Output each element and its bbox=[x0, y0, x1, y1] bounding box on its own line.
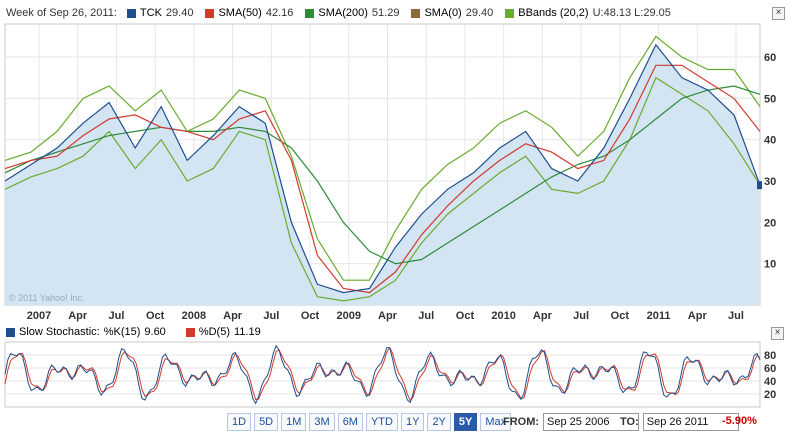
range-selector: 1D 5D 1M 3M 6M YTD 1Y 2Y 5Y Max bbox=[227, 413, 512, 431]
legend-d: %D(5) 11.19 bbox=[185, 326, 261, 338]
stoch-tick-label: 60 bbox=[764, 363, 776, 375]
x-tick-label: Apr bbox=[688, 310, 708, 322]
range-1m-button[interactable]: 1M bbox=[281, 413, 307, 431]
last-price-marker bbox=[757, 181, 762, 190]
bbands-swatch bbox=[505, 8, 515, 18]
x-tick-label: 2007 bbox=[27, 310, 51, 322]
range-5d-button[interactable]: 5D bbox=[254, 413, 279, 431]
range-max-button[interactable]: Max bbox=[480, 413, 512, 431]
d-swatch bbox=[185, 327, 195, 337]
tck-name: TCK bbox=[139, 7, 162, 19]
tck-line bbox=[4, 43, 761, 294]
y-tick-label: 50 bbox=[764, 93, 776, 105]
x-tick-label: Jul bbox=[573, 310, 589, 322]
bbands-value: U:48.13 L:29.05 bbox=[592, 7, 671, 19]
y-tick-label: 40 bbox=[764, 135, 776, 147]
range-5y-button[interactable]: 5Y bbox=[453, 413, 478, 431]
x-tick-label: Apr bbox=[533, 310, 553, 322]
y-tick-label: 10 bbox=[764, 259, 776, 271]
k-name: %K(15) bbox=[103, 326, 141, 338]
sma200-swatch bbox=[305, 8, 315, 18]
sma0-swatch bbox=[411, 8, 421, 18]
x-tick-label: Oct bbox=[301, 310, 320, 322]
range-ytd-button[interactable]: YTD bbox=[365, 413, 398, 431]
sma0-name: SMA(0) bbox=[424, 7, 462, 19]
sma50-swatch bbox=[205, 8, 215, 18]
y-tick-label: 30 bbox=[764, 176, 776, 188]
sma200-name: SMA(200) bbox=[318, 7, 368, 19]
x-tick-label: Oct bbox=[146, 310, 165, 322]
x-tick-label: Oct bbox=[611, 310, 630, 322]
x-tick-label: Jul bbox=[263, 310, 279, 322]
y-tick-label: 60 bbox=[764, 52, 776, 64]
legend-sma0: SMA(0) 29.40 bbox=[411, 7, 493, 19]
to-group: TO: Sep 26 2011 bbox=[620, 413, 739, 431]
stoch-tick-label: 80 bbox=[764, 350, 776, 362]
y-tick-label: 20 bbox=[764, 217, 776, 229]
sma0-value: 29.40 bbox=[465, 7, 494, 19]
legend-sma50: SMA(50) 42.16 bbox=[205, 7, 293, 19]
stochastic-legend: Slow Stochastic: %K(15) 9.60 %D(5) 11.19 bbox=[0, 325, 275, 339]
week-label: Week of Sep 26, 2011: bbox=[6, 7, 117, 19]
tck-swatch bbox=[126, 8, 136, 18]
legend-bbands: BBands (20,2) U:48.13 L:29.05 bbox=[505, 7, 671, 19]
x-tick-label: 2009 bbox=[337, 310, 361, 322]
from-date-input[interactable]: Sep 25 2006 bbox=[543, 413, 640, 431]
range-6m-button[interactable]: 6M bbox=[337, 413, 363, 431]
x-tick-label: 2011 bbox=[647, 310, 671, 322]
copyright-text: © 2011 Yahoo! Inc. bbox=[9, 293, 85, 303]
range-2y-button[interactable]: 2Y bbox=[427, 413, 451, 431]
tck-value: 29.40 bbox=[165, 7, 194, 19]
to-date-input[interactable]: Sep 26 2011 bbox=[642, 413, 739, 431]
d-value: 11.19 bbox=[233, 326, 261, 338]
x-tick-label: Apr bbox=[68, 310, 88, 322]
x-tick-label: 2010 bbox=[491, 310, 515, 322]
x-tick-label: Oct bbox=[456, 310, 475, 322]
price-legend: Week of Sep 26, 2011: TCK 29.40 SMA(50) … bbox=[0, 4, 770, 22]
x-tick-label: 2008 bbox=[182, 310, 206, 322]
x-tick-label: Apr bbox=[223, 310, 243, 322]
legend-k: Slow Stochastic: %K(15) 9.60 bbox=[6, 326, 166, 338]
from-group: FROM: Sep 25 2006 bbox=[503, 413, 640, 431]
k-swatch bbox=[6, 327, 15, 337]
sma50-line bbox=[4, 64, 761, 294]
stoch-title: Slow Stochastic: bbox=[19, 326, 100, 338]
d-name: %D(5) bbox=[198, 326, 230, 338]
sma200-line bbox=[4, 85, 761, 265]
bbands-name: BBands (20,2) bbox=[518, 7, 589, 19]
x-tick-label: Jul bbox=[418, 310, 434, 322]
tck-area bbox=[5, 44, 760, 305]
bband-upper-line bbox=[4, 35, 761, 281]
from-label: FROM: bbox=[503, 416, 540, 428]
x-tick-label: Apr bbox=[378, 310, 398, 322]
sma50-value: 42.16 bbox=[265, 7, 294, 19]
range-3m-button[interactable]: 3M bbox=[309, 413, 335, 431]
stochastic-plot-area bbox=[4, 341, 761, 408]
stoch-k-line bbox=[4, 344, 761, 405]
bband-lower-line bbox=[4, 76, 761, 302]
stoch-tick-label: 20 bbox=[764, 389, 776, 401]
sma200-value: 51.29 bbox=[371, 7, 400, 19]
close-price-panel-icon[interactable]: × bbox=[772, 7, 785, 20]
close-stochastic-panel-icon[interactable]: × bbox=[771, 327, 784, 340]
stoch-tick-label: 40 bbox=[764, 376, 776, 388]
period-change: -5.90% bbox=[722, 415, 757, 427]
to-label: TO: bbox=[620, 416, 639, 428]
k-value: 9.60 bbox=[144, 326, 166, 338]
range-1y-button[interactable]: 1Y bbox=[400, 413, 425, 431]
stoch-d-line bbox=[4, 346, 761, 402]
legend-tck: TCK 29.40 bbox=[126, 7, 194, 19]
sma50-name: SMA(50) bbox=[218, 7, 262, 19]
legend-sma200: SMA(200) 51.29 bbox=[305, 7, 399, 19]
range-1d-button[interactable]: 1D bbox=[227, 413, 252, 431]
x-tick-label: Jul bbox=[728, 310, 744, 322]
x-tick-label: Jul bbox=[108, 310, 124, 322]
